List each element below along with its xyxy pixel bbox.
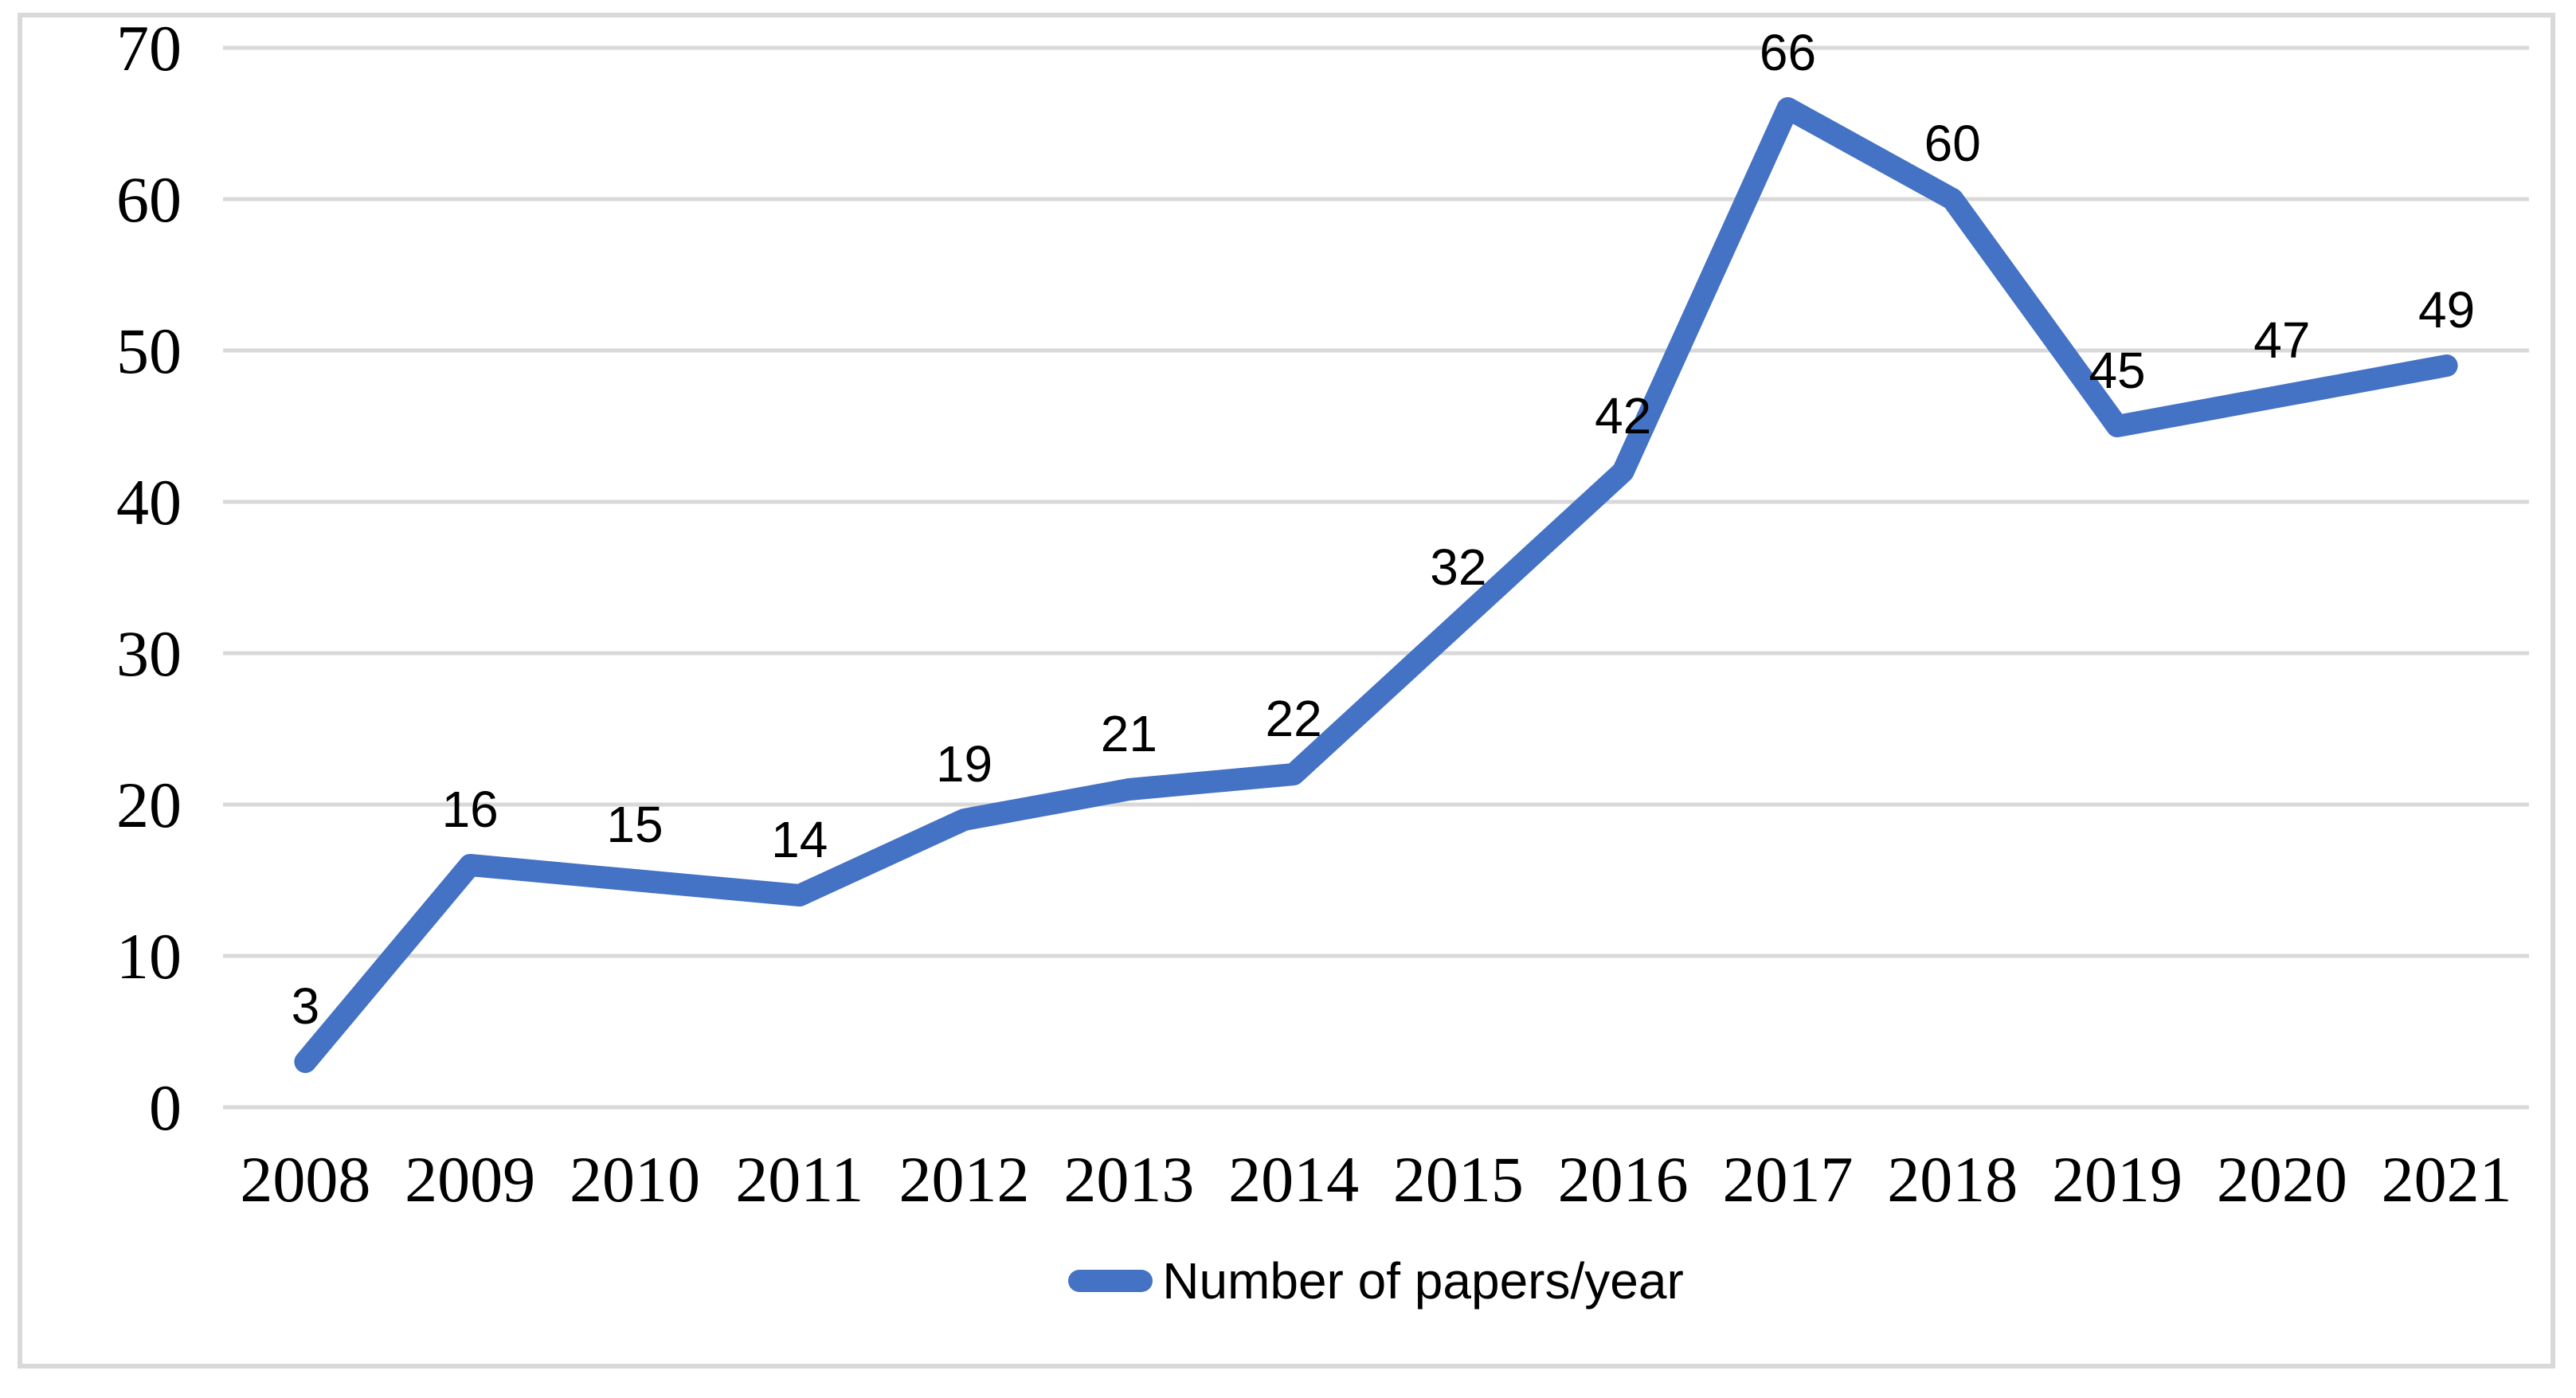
x-axis-tick-label: 2008 (240, 1143, 370, 1216)
x-axis-tick-label: 2019 (2052, 1143, 2183, 1216)
y-axis-tick-label: 0 (149, 1071, 182, 1144)
y-axis-tick-label: 60 (116, 163, 182, 236)
gridlines (223, 45, 2529, 1110)
data-label: 66 (1760, 24, 1816, 81)
x-axis-tick-label: 2021 (2382, 1143, 2512, 1216)
data-label: 32 (1430, 538, 1486, 596)
legend-label: Number of papers/year (1162, 1252, 1684, 1310)
x-axis-tick-labels: 2008 2009 2010 2011 2012 2013 2014 2015 2016 2017… (240, 1143, 2511, 1216)
x-axis-tick-label: 2010 (570, 1143, 700, 1216)
data-label: 19 (936, 735, 992, 793)
data-label: 45 (2089, 342, 2145, 399)
y-axis-tick-label: 50 (116, 315, 182, 387)
y-axis-tick-label: 30 (116, 617, 182, 690)
x-axis-tick-label: 2009 (405, 1143, 535, 1216)
y-axis-tick-label: 20 (116, 769, 182, 841)
x-axis-tick-label: 2011 (735, 1143, 863, 1216)
x-axis-tick-label: 2015 (1393, 1143, 1524, 1216)
chart-legend: Number of papers/year (223, 1236, 2529, 1326)
series-line (294, 97, 2458, 1073)
data-label: 14 (771, 811, 828, 868)
data-label: 3 (292, 977, 320, 1035)
y-axis-tick-label: 40 (116, 466, 182, 538)
x-axis-tick-label: 2018 (1887, 1143, 2018, 1216)
x-axis-tick-label: 2020 (2217, 1143, 2347, 1216)
data-label: 42 (1595, 387, 1651, 444)
data-label: 60 (1924, 115, 1981, 172)
x-axis-tick-label: 2013 (1063, 1143, 1194, 1216)
data-labels: 3 16 15 14 19 21 22 32 42 66 60 45 47 49 (292, 24, 2476, 1035)
y-axis-tick-label: 70 (116, 12, 182, 84)
data-label: 15 (606, 796, 663, 853)
y-axis-tick-labels: 0 10 20 30 40 50 60 70 (116, 12, 182, 1144)
data-label: 22 (1266, 690, 1322, 747)
x-axis-tick-label: 2012 (899, 1143, 1030, 1216)
data-label: 47 (2253, 311, 2310, 369)
legend-line-swatch (1068, 1270, 1153, 1292)
chart-frame-border (18, 13, 2555, 1369)
x-axis-tick-label: 2016 (1558, 1143, 1689, 1216)
data-label: 21 (1101, 705, 1157, 762)
x-axis-tick-label: 2017 (1722, 1143, 1853, 1216)
y-axis-tick-label: 10 (116, 920, 182, 993)
x-axis-tick-label: 2014 (1228, 1143, 1359, 1216)
data-label: 16 (442, 781, 499, 838)
data-label: 49 (2418, 281, 2475, 339)
series-group (294, 97, 2458, 1073)
